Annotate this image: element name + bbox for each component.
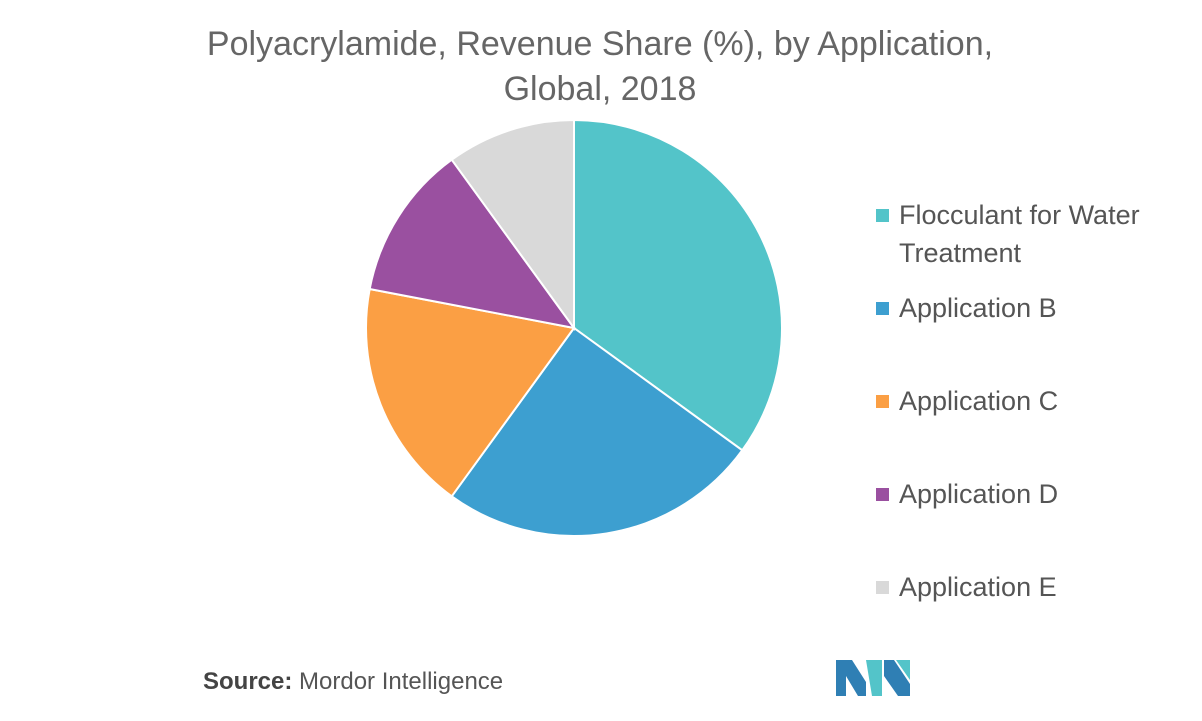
legend-item: Application E	[876, 568, 1196, 606]
pie-slice	[368, 158, 577, 330]
legend: Flocculant for Water Treatment Applicatio…	[876, 196, 1196, 661]
source-label: Source:	[203, 668, 293, 695]
legend-swatch	[876, 395, 889, 408]
legend-label: Application D	[899, 479, 1059, 509]
legend-label: Application E	[899, 572, 1057, 602]
legend-swatch	[876, 302, 889, 315]
legend-label: Application B	[899, 293, 1057, 323]
legend-item: Application B	[876, 289, 1196, 327]
pie-slice	[365, 287, 576, 498]
legend-swatch	[876, 581, 889, 594]
source-text: Mordor Intelligence	[299, 668, 504, 695]
legend-label: Application C	[899, 386, 1059, 416]
legend-swatch	[876, 209, 889, 222]
pie-slice	[573, 118, 783, 452]
legend-label: Flocculant for Water Treatment	[899, 200, 1140, 268]
logo	[836, 660, 910, 696]
legend-item: Application C	[876, 382, 1196, 420]
pie-slice	[450, 326, 744, 537]
legend-swatch	[876, 488, 889, 501]
pie-slice	[450, 118, 575, 332]
legend-item: Flocculant for Water Treatment	[876, 196, 1196, 272]
legend-item: Application D	[876, 475, 1196, 513]
source: Source: Mordor Intelligence	[203, 668, 503, 696]
chart-title: Polyacrylamide, Revenue Share (%), by Ap…	[206, 25, 994, 108]
